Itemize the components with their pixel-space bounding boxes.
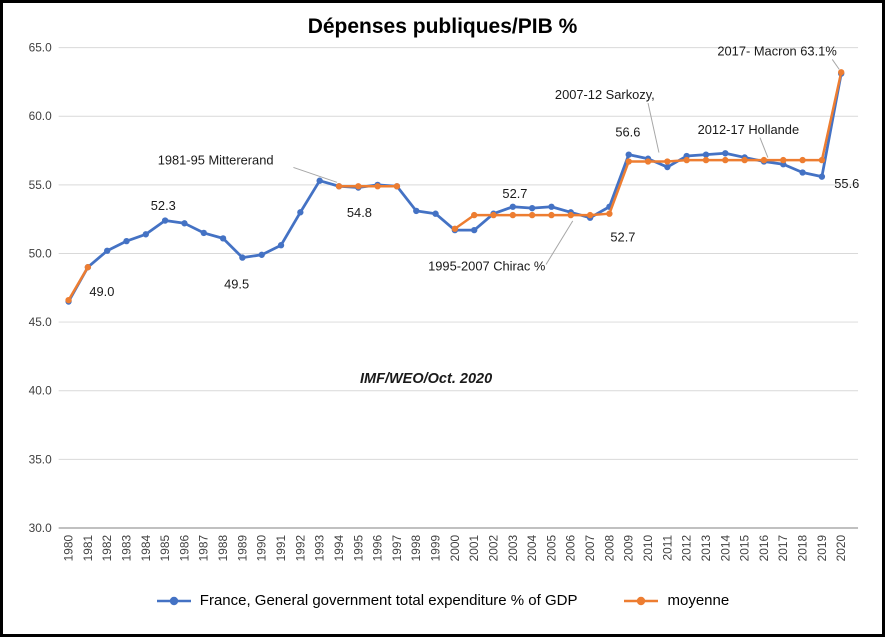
svg-text:1991: 1991 [274, 535, 288, 562]
svg-text:45.0: 45.0 [29, 315, 53, 329]
svg-text:1981-95 Mittererand: 1981-95 Mittererand [158, 152, 274, 167]
svg-text:2012: 2012 [680, 535, 694, 561]
svg-text:1999: 1999 [429, 535, 443, 562]
svg-text:1986: 1986 [177, 535, 191, 562]
svg-text:56.6: 56.6 [615, 125, 640, 140]
svg-text:2010: 2010 [641, 535, 655, 562]
legend-label-moyenne: moyenne [667, 592, 730, 609]
svg-text:55.6: 55.6 [834, 176, 859, 191]
svg-text:60.0: 60.0 [29, 109, 53, 123]
svg-text:52.7: 52.7 [502, 186, 527, 201]
svg-text:1994: 1994 [332, 535, 346, 562]
svg-text:1985: 1985 [158, 535, 172, 562]
svg-text:40.0: 40.0 [29, 384, 53, 398]
legend-item-france: France, General government total expendi… [156, 592, 578, 609]
svg-text:2007: 2007 [583, 535, 597, 561]
svg-text:2001: 2001 [467, 535, 481, 562]
svg-text:49.0: 49.0 [89, 284, 114, 299]
svg-text:1983: 1983 [119, 535, 133, 562]
svg-text:55.0: 55.0 [29, 178, 53, 192]
line-chart-canvas: 30.0 35.0 40.0 45.0 50.0 55.0 60.0 65.0 1980 1981… [29, 41, 860, 562]
legend-line-marker-icon [156, 596, 191, 605]
legend-label-france: France, General government total expendi… [199, 592, 578, 609]
svg-text:1980: 1980 [62, 535, 76, 562]
svg-text:50.0: 50.0 [29, 246, 53, 260]
svg-text:1995-2007 Chirac %: 1995-2007 Chirac % [428, 258, 545, 273]
svg-text:1987: 1987 [197, 535, 211, 561]
svg-text:1998: 1998 [409, 535, 423, 562]
svg-text:1997: 1997 [390, 535, 404, 561]
svg-text:2000: 2000 [448, 535, 462, 562]
svg-text:1990: 1990 [255, 535, 269, 562]
svg-text:1982: 1982 [100, 535, 114, 561]
svg-text:2018: 2018 [796, 535, 810, 562]
svg-text:2007-12 Sarkozy,: 2007-12 Sarkozy, [555, 87, 655, 102]
svg-text:2008: 2008 [602, 535, 616, 562]
svg-text:52.7: 52.7 [610, 230, 635, 245]
svg-text:1984: 1984 [139, 535, 153, 562]
svg-text:1981: 1981 [81, 535, 95, 562]
svg-text:2011: 2011 [660, 535, 674, 561]
svg-text:2002: 2002 [486, 535, 500, 561]
svg-text:2003: 2003 [506, 535, 520, 562]
svg-text:2016: 2016 [757, 535, 771, 562]
chart-title: Dépenses publiques/PIB % [307, 15, 578, 38]
legend: France, General government total expendi… [3, 592, 882, 609]
svg-text:2012-17 Hollande: 2012-17 Hollande [698, 122, 800, 137]
svg-text:2013: 2013 [699, 535, 713, 562]
source-note: IMF/WEO/Oct. 2020 [360, 371, 493, 387]
svg-text:2009: 2009 [622, 535, 636, 562]
svg-text:1996: 1996 [371, 535, 385, 562]
svg-text:2015: 2015 [738, 535, 752, 562]
svg-text:49.5: 49.5 [224, 276, 249, 291]
svg-text:2017- Macron 63.1%: 2017- Macron 63.1% [717, 44, 836, 59]
svg-text:1989: 1989 [235, 535, 249, 562]
svg-text:65.0: 65.0 [29, 41, 53, 55]
legend-item-moyenne: moyenne [623, 592, 729, 609]
svg-text:52.3: 52.3 [151, 198, 176, 213]
svg-text:35.0: 35.0 [29, 452, 53, 466]
svg-text:30.0: 30.0 [29, 521, 53, 535]
svg-text:2020: 2020 [834, 535, 848, 562]
legend-line-marker-icon [624, 596, 659, 605]
svg-text:1988: 1988 [216, 535, 230, 562]
svg-text:2017: 2017 [776, 535, 790, 561]
svg-text:54.8: 54.8 [347, 205, 372, 220]
svg-text:2005: 2005 [544, 535, 558, 562]
svg-text:2004: 2004 [525, 535, 539, 562]
svg-text:2019: 2019 [815, 535, 829, 562]
svg-text:2014: 2014 [718, 535, 732, 562]
svg-text:1993: 1993 [313, 535, 327, 562]
svg-text:2006: 2006 [564, 535, 578, 562]
svg-text:1992: 1992 [293, 535, 307, 561]
svg-text:1995: 1995 [351, 535, 365, 562]
